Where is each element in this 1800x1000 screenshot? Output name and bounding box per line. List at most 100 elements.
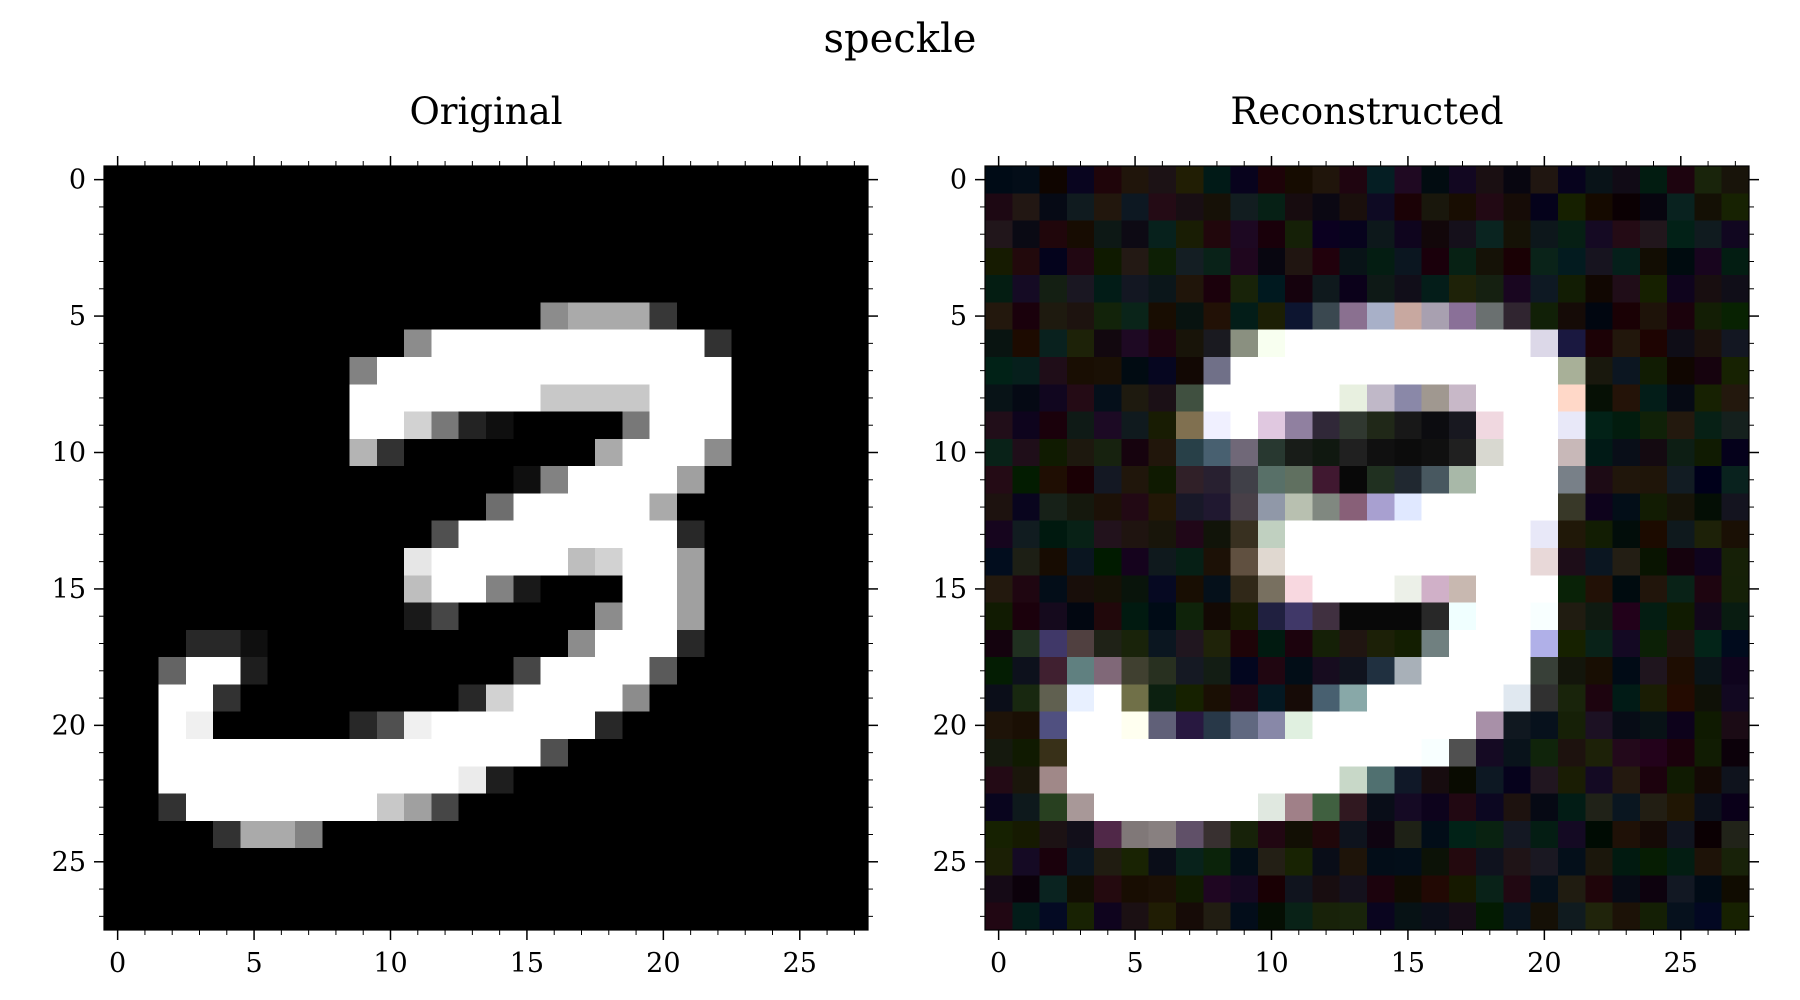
pixel: [158, 657, 187, 685]
pixel: [1503, 466, 1532, 494]
pixel: [295, 302, 323, 331]
pixel: [431, 820, 460, 849]
pixel: [1012, 220, 1040, 249]
pixel: [540, 739, 569, 767]
pixel: [1285, 384, 1313, 412]
pixel: [1012, 820, 1040, 849]
pixel: [240, 166, 269, 194]
pixel: [349, 548, 378, 576]
pixel: [985, 493, 1013, 522]
pixel: [840, 411, 869, 440]
pixel: [1612, 548, 1641, 576]
pixel: [1667, 875, 1695, 904]
pixel: [1612, 875, 1641, 904]
pixel: [486, 793, 514, 822]
pixel: [840, 629, 869, 658]
pixel: [1312, 302, 1341, 331]
pixel: [1257, 166, 1286, 194]
pixel: [1612, 711, 1641, 740]
pixel: [1176, 793, 1204, 822]
pixel: [1530, 875, 1559, 904]
pixel: [1612, 411, 1641, 440]
pixel: [1176, 466, 1204, 494]
pixel: [376, 575, 405, 603]
pixel: [104, 902, 132, 931]
pixel: [1148, 711, 1177, 740]
pixel: [1339, 329, 1368, 358]
pixel: [1530, 493, 1559, 522]
pixel: [595, 193, 623, 221]
pixel: [404, 711, 432, 740]
pixel: [540, 684, 569, 713]
pixel: [158, 384, 187, 412]
pixel: [267, 548, 296, 576]
pixel: [1230, 848, 1259, 876]
pixel: [1176, 602, 1204, 631]
pixel: [1312, 793, 1341, 822]
pixel: [1585, 629, 1613, 658]
pixel: [1667, 438, 1695, 467]
pixel: [1367, 247, 1395, 276]
pixel: [622, 220, 651, 249]
pixel: [622, 384, 651, 412]
pixel: [1039, 302, 1068, 331]
pixel: [1721, 357, 1750, 385]
pixel: [731, 902, 760, 931]
pixel: [1694, 466, 1723, 494]
pixel: [1094, 739, 1122, 767]
pixel: [104, 739, 132, 767]
pixel: [376, 793, 405, 822]
pixel: [131, 357, 159, 385]
pixel: [1394, 739, 1422, 767]
pixel: [486, 575, 514, 603]
pixel: [1367, 875, 1395, 904]
pixel: [1012, 384, 1040, 412]
pixel: [1721, 275, 1750, 303]
pixel: [704, 220, 732, 249]
pixel: [622, 357, 651, 385]
pixel: [1121, 493, 1150, 522]
pixel: [1230, 766, 1259, 794]
pixel: [349, 302, 378, 331]
pixel: [786, 602, 814, 631]
pixel: [1503, 629, 1532, 658]
pixel: [240, 793, 269, 822]
pixel: [376, 629, 405, 658]
pixel: [1558, 520, 1586, 549]
pixel: [622, 411, 651, 440]
pixel: [1094, 875, 1122, 904]
pixel: [786, 548, 814, 576]
pixel: [1448, 247, 1477, 276]
pixel: [458, 739, 487, 767]
pixel: [1639, 520, 1668, 549]
pixel: [213, 493, 241, 522]
pixel: [376, 875, 405, 904]
pixel: [185, 411, 214, 440]
pixel: [840, 684, 869, 713]
pixel: [1312, 193, 1341, 221]
pixel: [513, 766, 541, 794]
pixel: [104, 820, 132, 849]
pixel: [1312, 384, 1341, 412]
pixel: [1312, 657, 1341, 685]
pixel: [1639, 438, 1668, 467]
pixel: [1339, 848, 1368, 876]
pixel: [1176, 247, 1204, 276]
pixel: [1339, 302, 1368, 331]
pixel: [985, 820, 1013, 849]
pixel: [1176, 329, 1204, 358]
pixel: [758, 766, 787, 794]
pixel: [704, 493, 732, 522]
pixel: [677, 193, 705, 221]
pixel: [240, 411, 269, 440]
figure-title: speckle: [824, 16, 977, 62]
pixel: [1257, 438, 1286, 467]
pixel: [1448, 193, 1477, 221]
pixel: [1148, 520, 1177, 549]
pixel: [1012, 575, 1040, 603]
pixel: [322, 875, 350, 904]
x-tick-label: 10: [373, 948, 407, 979]
pixel: [622, 329, 651, 358]
pixel: [486, 875, 514, 904]
pixel: [786, 657, 814, 685]
